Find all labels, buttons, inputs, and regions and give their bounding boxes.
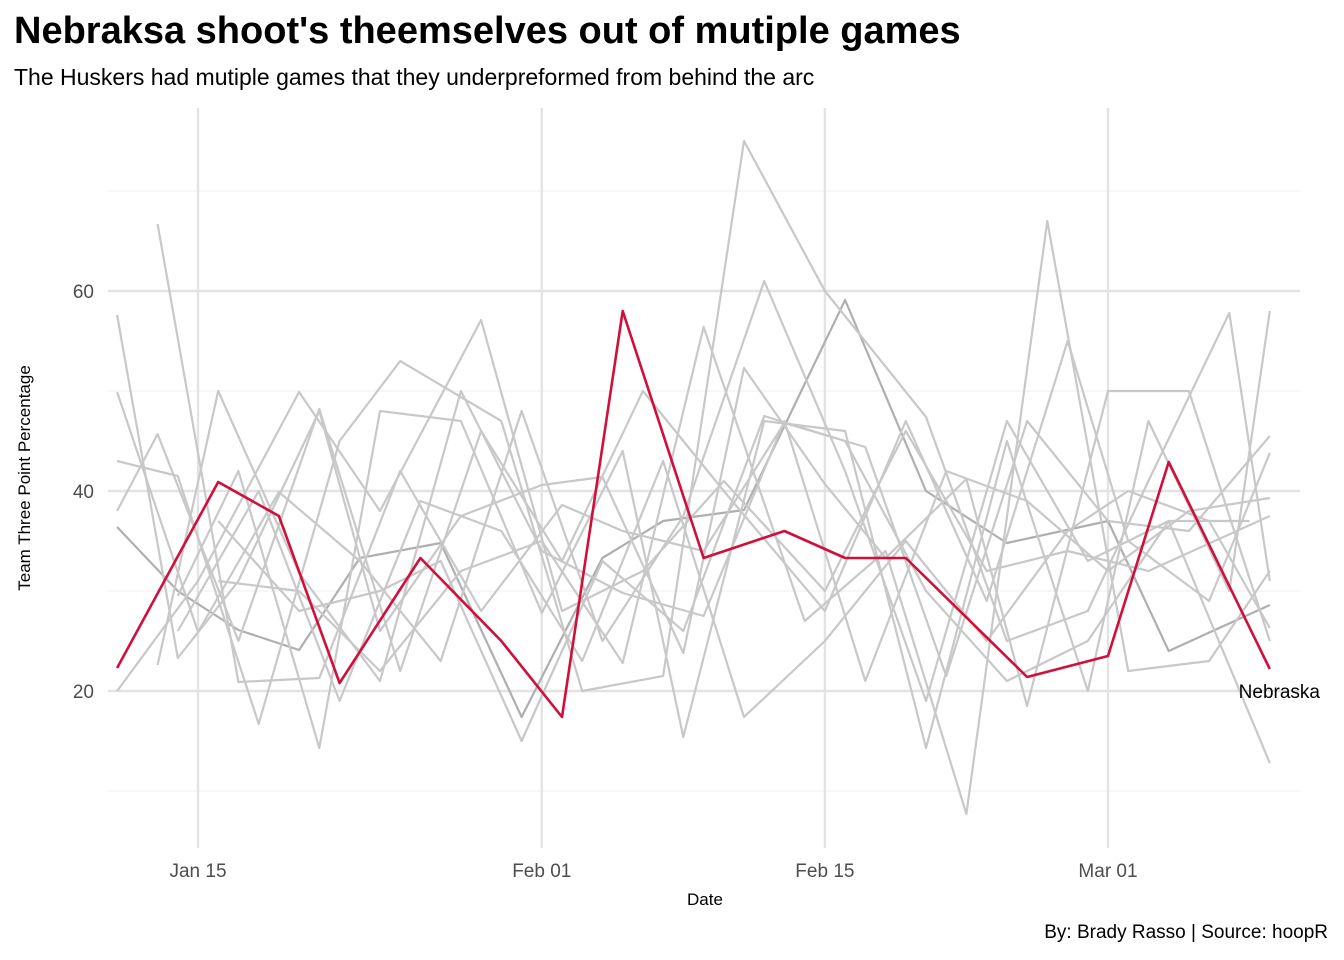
- y-tick-label: 60: [73, 282, 94, 303]
- x-tick-label: Jan 15: [169, 861, 226, 882]
- x-tick-label: Mar 01: [1078, 861, 1137, 882]
- background-series-line: [176, 459, 1271, 719]
- x-axis-ticks: Jan 15 Feb 01 Feb 15 Mar 01: [169, 861, 1137, 882]
- chart-subtitle: The Huskers had mutiple games that they …: [14, 64, 815, 90]
- background-series-line: [218, 219, 1271, 816]
- background-series-line: [116, 298, 1271, 719]
- x-tick-label: Feb 01: [512, 861, 571, 882]
- background-series-line: [217, 414, 1250, 743]
- background-series-line: [116, 318, 1271, 692]
- x-tick-label: Feb 15: [795, 861, 854, 882]
- background-series-line: [116, 279, 1271, 764]
- y-axis-title: Team Three Point Percentage: [15, 365, 34, 591]
- chart-caption: By: Brady Rasso | Source: hoopR: [1044, 922, 1328, 943]
- x-axis-title: Date: [687, 890, 723, 909]
- background-series-group: [116, 139, 1271, 816]
- background-series-line: [176, 310, 1271, 750]
- background-series-line: [156, 223, 1271, 684]
- y-tick-label: 20: [73, 682, 94, 703]
- y-axis-ticks: 20 40 60: [73, 282, 94, 703]
- highlight-series-line: [115, 309, 1271, 719]
- highlight-series-group: [115, 309, 1271, 719]
- background-series-line: [116, 314, 1271, 708]
- background-series-line: [156, 389, 1270, 683]
- highlight-series-label: Nebraska: [1239, 682, 1321, 703]
- chart-title: Nebraksa shoot's theemselves out of muti…: [14, 10, 961, 52]
- background-series-line: [116, 139, 1271, 726]
- y-tick-label: 40: [73, 482, 94, 503]
